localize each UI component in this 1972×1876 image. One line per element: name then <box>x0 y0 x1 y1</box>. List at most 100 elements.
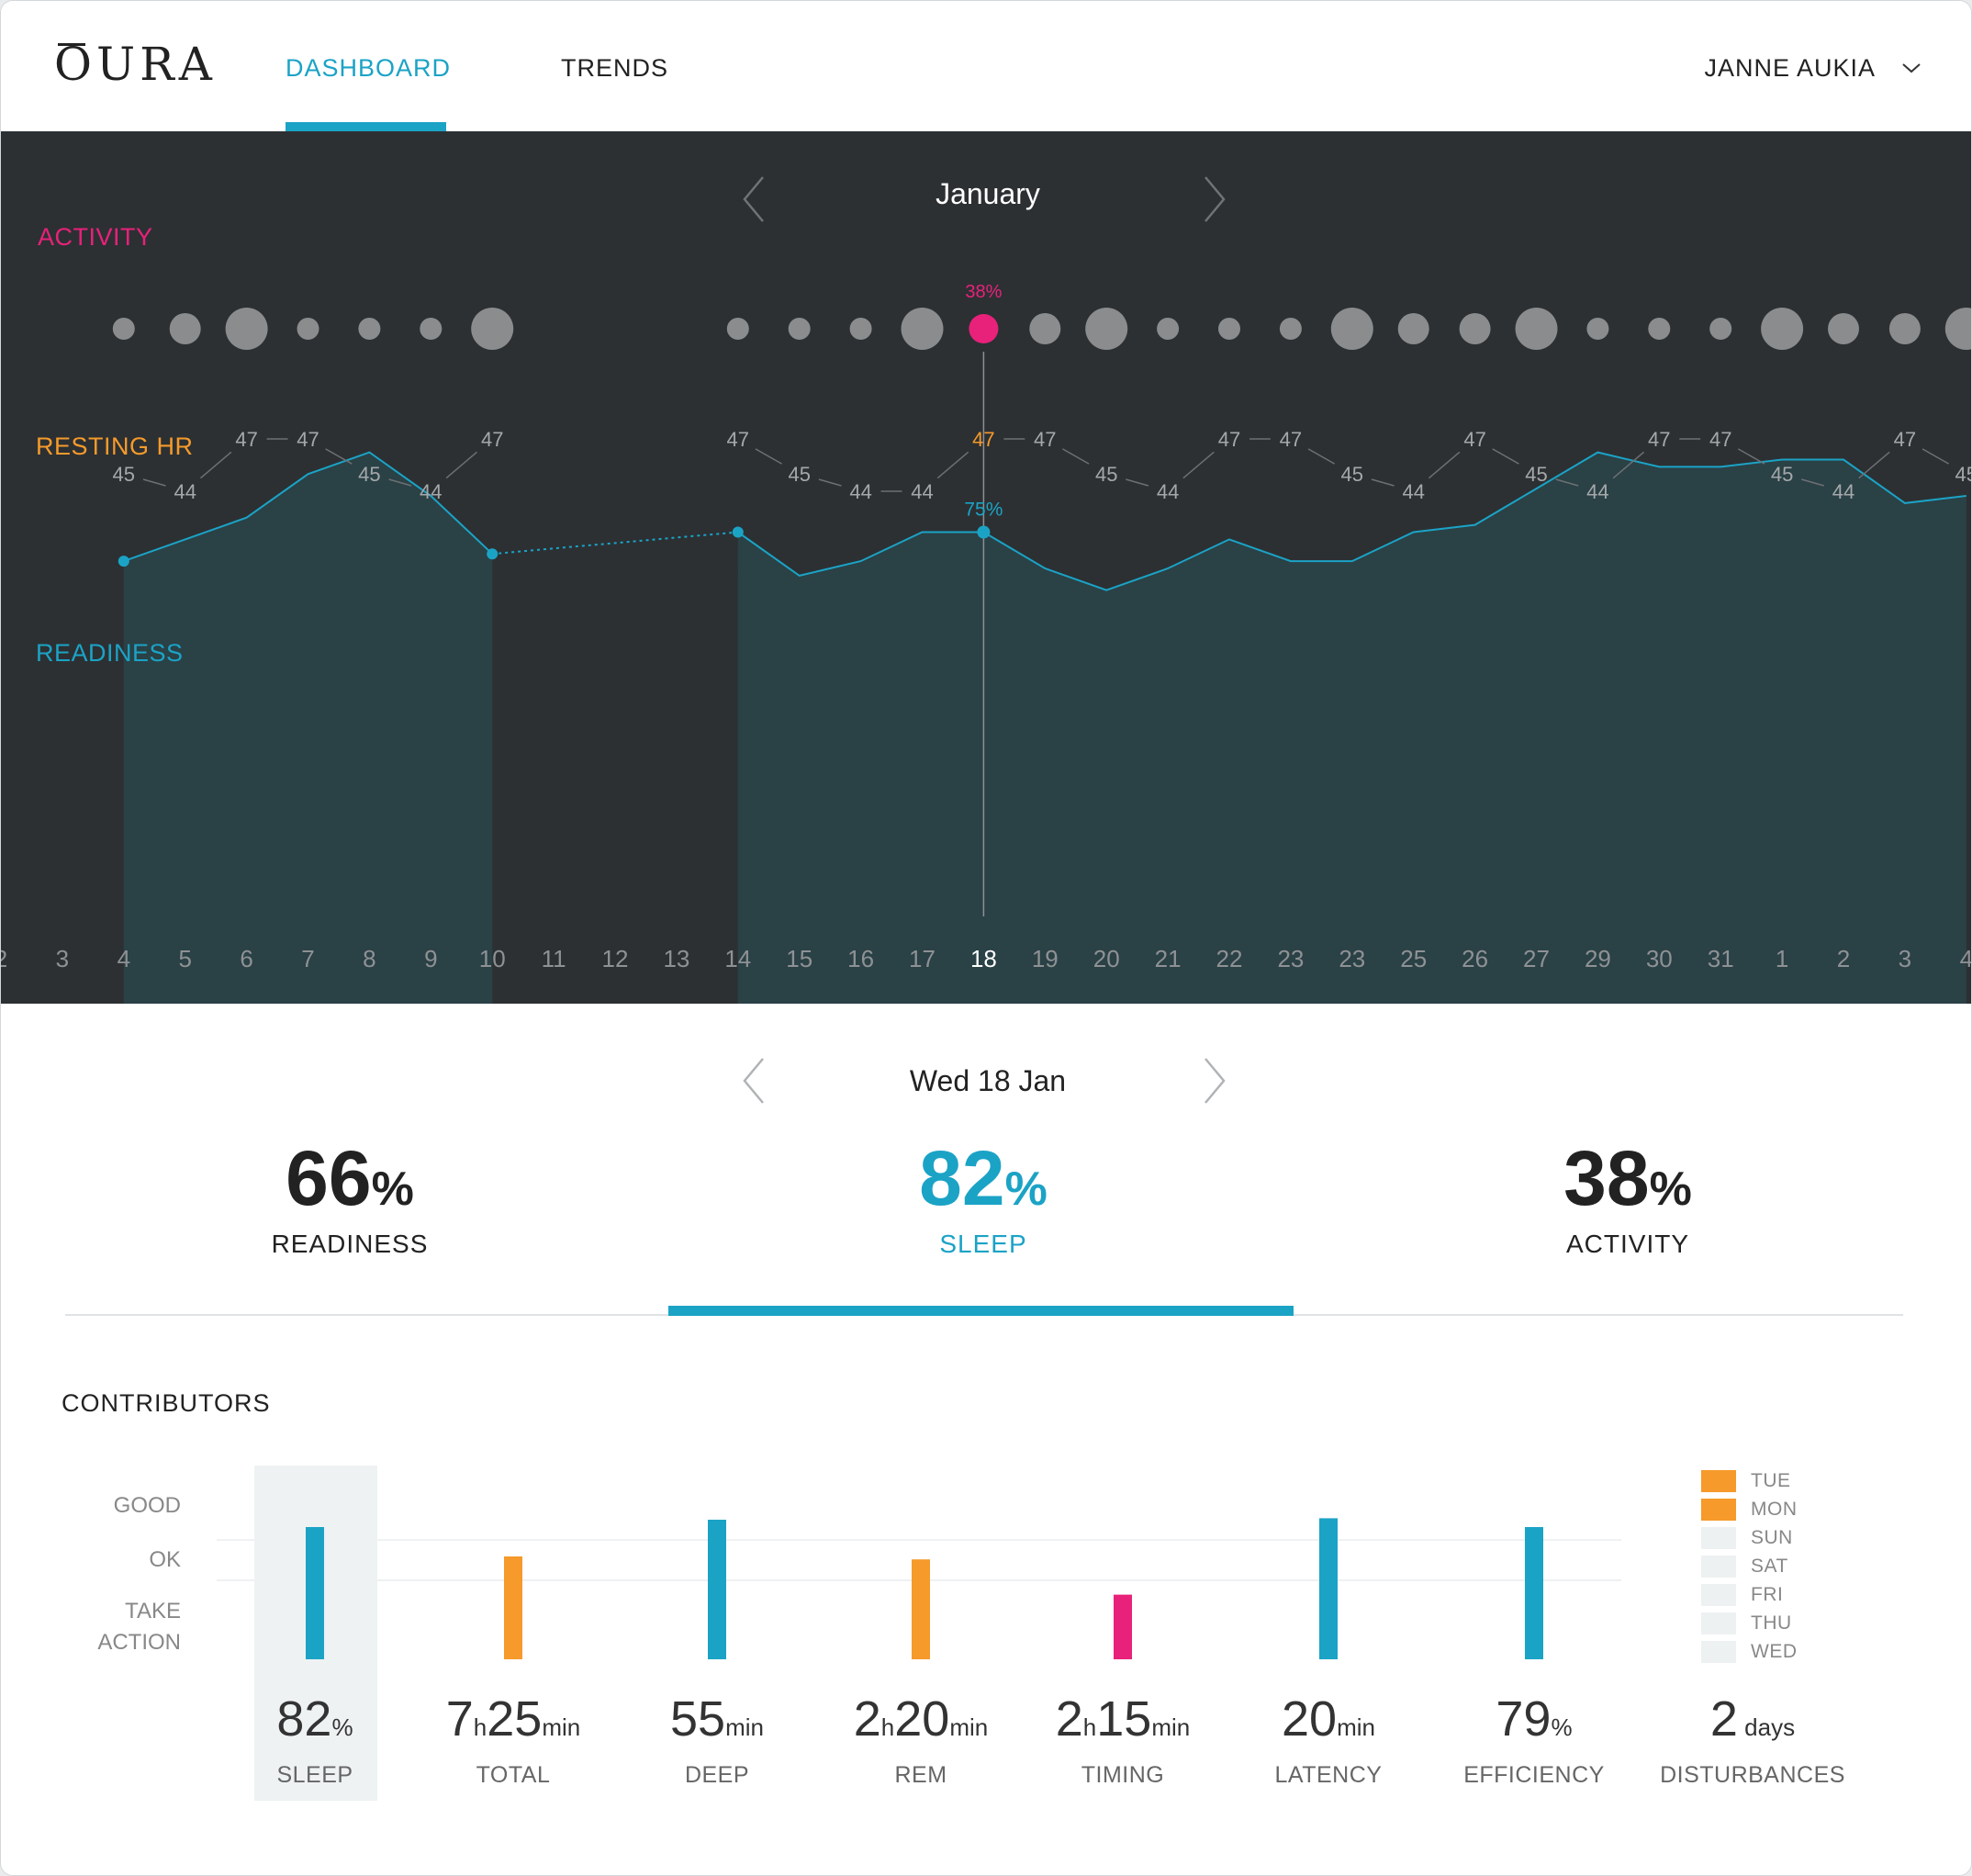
x-tick-label: 3 <box>1899 945 1911 972</box>
resting-hr-value: 47 <box>1280 428 1302 451</box>
activity-dot <box>1648 318 1671 340</box>
contributor-value-number: 2 <box>1709 1691 1738 1747</box>
activity-selected-label: 38% <box>965 282 1002 302</box>
contributor-value-unit: % <box>331 1713 353 1741</box>
readiness-first-point <box>118 556 129 567</box>
oura-logo[interactable]: OURA <box>54 38 217 91</box>
contributors-title: CONTRIBUTORS <box>62 1389 271 1417</box>
next-day-chevron-icon[interactable] <box>1200 1053 1227 1108</box>
contributor-bar <box>306 1527 324 1659</box>
contributor-bar <box>912 1559 930 1659</box>
contributor-value-number: 20 <box>894 1691 950 1747</box>
resting-hr-value: 47 <box>1218 428 1240 451</box>
activity-dot <box>471 308 514 350</box>
x-tick-label: 27 <box>1523 945 1550 972</box>
activity-dot <box>1515 308 1558 350</box>
logo-macron <box>58 43 85 46</box>
contributor-value-unit: min <box>542 1713 581 1741</box>
disturbance-day-label: SUN <box>1751 1527 1793 1548</box>
resting-hr-connector <box>1126 478 1149 487</box>
sleep-score-label: SLEEP <box>939 1230 1027 1258</box>
contributor-value-number: 20 <box>1282 1691 1338 1747</box>
contributor-value-number: 55 <box>670 1691 726 1747</box>
resting-hr-value: 44 <box>911 480 933 503</box>
contributor-value-unit: min <box>1151 1713 1191 1741</box>
resting-hr-value: 44 <box>420 480 442 503</box>
resting-hr-connector <box>1062 448 1090 465</box>
user-menu-name[interactable]: JANNE AUKIA <box>1704 54 1876 82</box>
activity-dot <box>849 318 872 340</box>
contributor-value: 20min <box>1227 1691 1429 1747</box>
disturbance-day-label: THU <box>1751 1612 1792 1634</box>
resting-hr-selected-value: 47 <box>972 428 994 451</box>
contributor-value-number: 2 <box>853 1691 881 1747</box>
resting-hr-connector <box>1428 451 1461 479</box>
activity-dot <box>788 318 811 340</box>
activity-dot <box>1888 313 1921 344</box>
sleep-score-value: 82 <box>919 1135 1005 1221</box>
resting-hr-connector <box>936 451 969 479</box>
level-label-ok: OK <box>149 1547 181 1572</box>
resting-hr-connector <box>1801 478 1825 487</box>
x-tick-label: 31 <box>1708 945 1734 972</box>
disturbance-day-label: WED <box>1751 1641 1798 1662</box>
contributor-value-unit: h <box>1082 1713 1097 1741</box>
contributors-chart <box>217 1466 1736 1801</box>
contributor-label: TIMING <box>1081 1762 1165 1788</box>
resting-hr-value: 44 <box>1586 480 1608 503</box>
selected-day-label: Wed 18 Jan <box>909 1064 1067 1097</box>
readiness-score-tab[interactable]: 66% READINESS <box>93 1140 607 1259</box>
activity-dot <box>1709 318 1732 340</box>
resting-hr-connector <box>1307 448 1336 465</box>
x-tick-label: 4 <box>118 945 130 972</box>
sleep-score-tab[interactable]: 82% SLEEP <box>726 1140 1240 1259</box>
resting-hr-connector <box>755 448 782 465</box>
contributor-value-number: 15 <box>1096 1691 1152 1747</box>
contributor-value-unit: h <box>880 1713 895 1741</box>
resting-hr-value: 47 <box>235 428 257 451</box>
readiness-selected-point <box>977 525 991 539</box>
activity-dot <box>726 318 749 340</box>
readiness-score-unit: % <box>371 1163 414 1216</box>
disturbance-day-label: FRI <box>1751 1584 1784 1605</box>
readiness-score-label: READINESS <box>271 1230 429 1258</box>
activity-score-tab[interactable]: 38% ACTIVITY <box>1371 1140 1885 1259</box>
timeline-panel: 75% 38% 45 44 47 47 45 44 47 47 45 44 44 47 47 45 44 47 47… <box>1 131 1971 1004</box>
chevron-down-icon[interactable] <box>1898 54 1925 82</box>
contributor-value-unit: days <box>1737 1713 1796 1741</box>
activity-dot <box>1459 313 1491 344</box>
x-tick-label: 30 <box>1646 945 1673 972</box>
resting-hr-connector <box>1737 448 1765 465</box>
x-tick-label: 23 <box>1339 945 1365 972</box>
chevron-left-icon[interactable] <box>741 172 768 227</box>
activity-selected-dot <box>969 314 999 343</box>
contributor-bar <box>1114 1594 1132 1659</box>
contributor-value-number: 79 <box>1496 1691 1552 1747</box>
readiness-area-segment <box>737 452 1966 1004</box>
active-score-indicator <box>668 1306 1294 1316</box>
resting-hr-connector <box>1922 448 1950 465</box>
contributor-value-unit: min <box>725 1713 764 1741</box>
activity-dot <box>225 308 268 350</box>
resting-hr-connector <box>1182 451 1215 479</box>
x-tick-label: 29 <box>1585 945 1611 972</box>
activity-dot <box>1397 313 1429 344</box>
resting-hr-value: 44 <box>174 480 196 503</box>
resting-hr-value: 45 <box>358 463 380 486</box>
resting-hr-connector <box>445 451 477 479</box>
resting-hr-value: 44 <box>1157 480 1179 503</box>
activity-dot <box>358 318 381 340</box>
disturbance-day-swatch <box>1701 1527 1736 1549</box>
x-tick-label: 6 <box>240 945 252 972</box>
tab-trends[interactable]: TRENDS <box>561 54 669 82</box>
resting-hr-connector <box>388 478 412 487</box>
chevron-right-icon[interactable] <box>1200 172 1227 227</box>
previous-day-chevron-icon[interactable] <box>741 1053 768 1108</box>
tab-dashboard[interactable]: DASHBOARD <box>286 54 452 82</box>
level-label-good: GOOD <box>113 1493 181 1518</box>
contributor-value-unit: h <box>473 1713 487 1741</box>
activity-dot <box>901 308 944 350</box>
disturbance-day-label: SAT <box>1751 1556 1788 1577</box>
activity-section-label: ACTIVITY <box>38 223 153 251</box>
resting-hr-value: 47 <box>481 428 503 451</box>
